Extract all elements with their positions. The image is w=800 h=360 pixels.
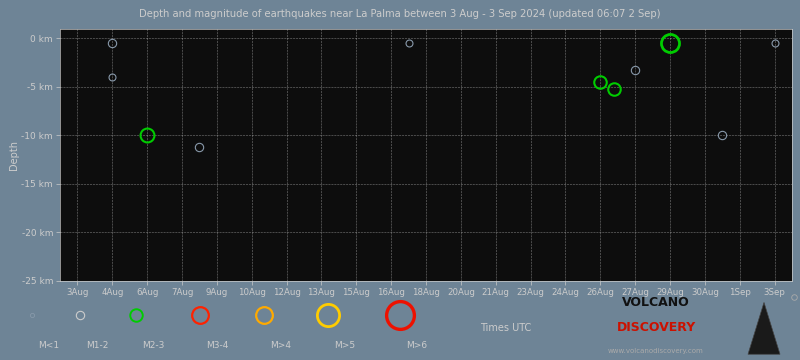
Text: M3-4: M3-4: [206, 341, 229, 350]
Y-axis label: Depth: Depth: [9, 140, 18, 170]
Text: M>5: M>5: [334, 341, 355, 350]
Text: M2-3: M2-3: [142, 341, 165, 350]
Text: Depth and magnitude of earthquakes near La Palma between 3 Aug - 3 Sep 2024 (upd: Depth and magnitude of earthquakes near …: [139, 9, 661, 19]
Text: VOLCANO: VOLCANO: [622, 296, 690, 309]
Text: M1-2: M1-2: [86, 341, 109, 350]
Text: Times UTC: Times UTC: [480, 323, 531, 333]
Text: M>4: M>4: [270, 341, 291, 350]
Text: DISCOVERY: DISCOVERY: [616, 321, 696, 334]
Text: www.volcanodiscovery.com: www.volcanodiscovery.com: [608, 348, 704, 354]
Text: M>6: M>6: [406, 341, 427, 350]
Text: M<1: M<1: [38, 341, 59, 350]
Polygon shape: [748, 302, 780, 354]
